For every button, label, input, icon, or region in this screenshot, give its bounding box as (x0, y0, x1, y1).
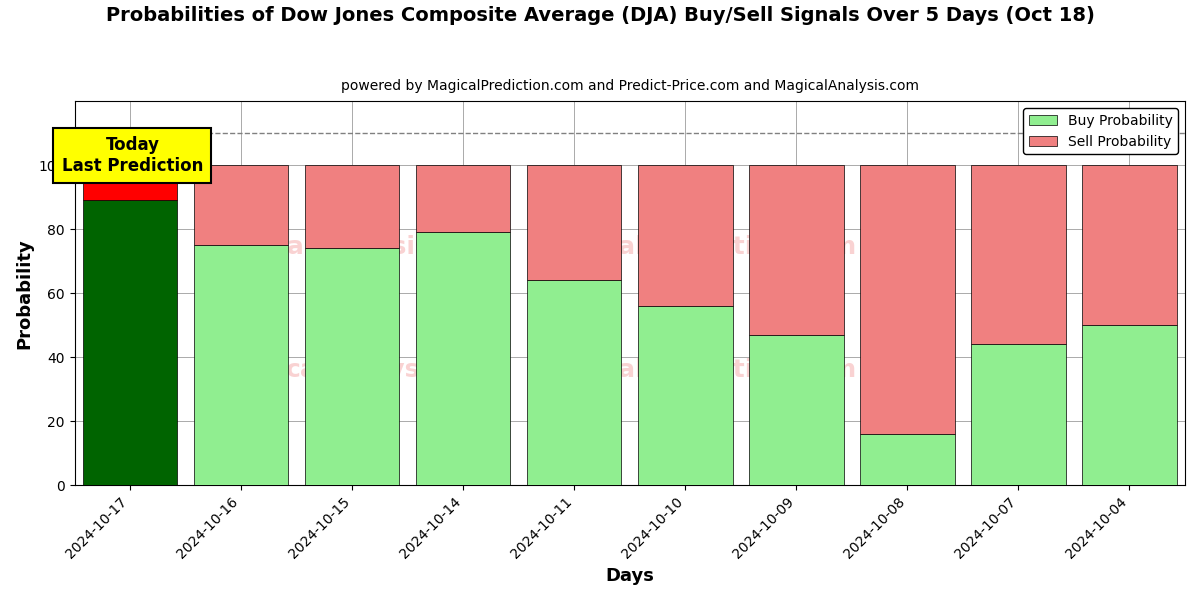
Bar (638, 165, 732, 306)
Bar (416, 232, 510, 485)
Bar (749, 335, 844, 485)
Bar (860, 165, 955, 434)
Bar (83, 165, 178, 200)
Bar (527, 280, 622, 485)
Bar (83, 200, 178, 485)
Text: Today
Last Prediction: Today Last Prediction (61, 136, 203, 175)
Bar (416, 165, 510, 232)
Title: powered by MagicalPrediction.com and Predict-Price.com and MagicalAnalysis.com: powered by MagicalPrediction.com and Pre… (341, 79, 919, 93)
Bar (638, 306, 732, 485)
Bar (305, 165, 400, 248)
Text: Probabilities of Dow Jones Composite Average (DJA) Buy/Sell Signals Over 5 Days : Probabilities of Dow Jones Composite Ave… (106, 6, 1094, 25)
Bar (749, 165, 844, 335)
Legend: Buy Probability, Sell Probability: Buy Probability, Sell Probability (1024, 108, 1178, 154)
Bar (305, 248, 400, 485)
Y-axis label: Probability: Probability (16, 238, 34, 349)
Bar (971, 344, 1066, 485)
Bar (194, 165, 288, 245)
Text: calAnalysis.co: calAnalysis.co (286, 358, 485, 382)
Text: MagicalPrediction.com: MagicalPrediction.com (536, 235, 857, 259)
Bar (971, 165, 1066, 344)
Bar (527, 165, 622, 280)
Bar (1082, 165, 1177, 325)
Text: calAnalysis.com: calAnalysis.com (272, 235, 498, 259)
Bar (1082, 325, 1177, 485)
X-axis label: Days: Days (605, 567, 654, 585)
Text: MagicalPrediction.com: MagicalPrediction.com (536, 358, 857, 382)
Bar (860, 434, 955, 485)
Bar (194, 245, 288, 485)
